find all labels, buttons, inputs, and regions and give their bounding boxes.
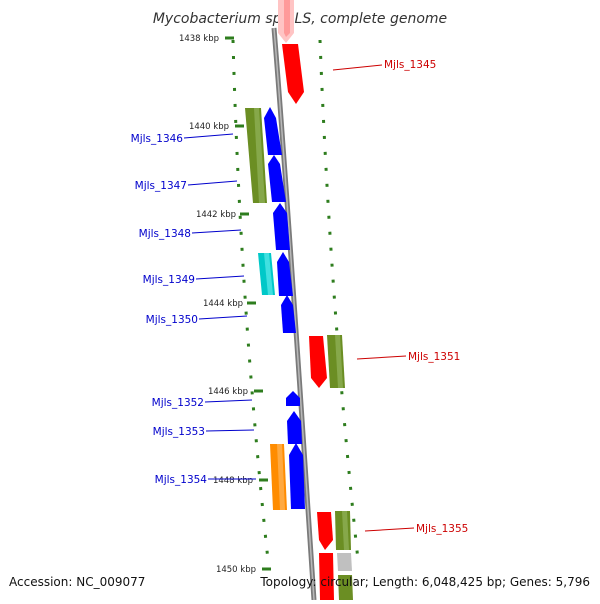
guide-lines [231,39,360,561]
gene-label-mjls-1350[interactable]: Mjls_1350 [146,314,198,326]
right-guide-ticks [318,39,360,561]
label-connector [183,133,234,139]
gene-label-mjls-1352[interactable]: Mjls_1352 [152,397,204,409]
label-connector [195,275,245,280]
kbp-label: 1438 kbp [179,34,219,44]
label-connector [191,229,242,234]
gene-feature-mjls-1345[interactable] [282,44,304,104]
gene-label-mjls-1346[interactable]: Mjls_1346 [131,133,184,145]
left-guide-ticks [231,39,270,561]
gene-feature-mjls-1346[interactable] [264,107,282,155]
accession-text: Accession: NC_009077 [9,575,145,589]
gene-label-mjls-1345[interactable]: Mjls_1345 [384,59,436,71]
gene-feature-mjls-1355[interactable] [317,512,333,550]
gene-feature-mjls-1347[interactable] [268,155,286,202]
gene-feature-mjls-1348[interactable] [273,203,290,250]
gene-label-mjls-1347[interactable]: Mjls_1347 [135,180,187,192]
label-connector [198,315,248,320]
label-connector [187,180,238,186]
kbp-scale: 1438 kbp 1440 kbp 1442 kbp 1444 kbp 1446… [179,34,271,575]
gene-label-mjls-1349[interactable]: Mjls_1349 [143,274,195,286]
gene-features [245,0,353,600]
gene-feature-mjls-1352[interactable] [286,391,300,406]
gene-feature-mjls-1354[interactable] [289,443,305,509]
gene-label-mjls-1351[interactable]: Mjls_1351 [408,351,460,363]
kbp-label: 1446 kbp [208,387,248,397]
gene-label-mjls-1353[interactable]: Mjls_1353 [153,426,205,438]
label-connector [332,64,383,71]
kbp-label: 1444 kbp [203,299,243,309]
gene-feature[interactable] [319,553,334,600]
map-title: Mycobacterium sp. JLS, complete genome [153,11,447,27]
gene-feature-mjls-1353[interactable] [287,411,302,444]
gene-label-mjls-1348[interactable]: Mjls_1348 [139,228,191,240]
kbp-label: 1440 kbp [189,122,229,132]
gene-feature[interactable] [337,553,352,571]
label-connector [205,429,255,432]
kbp-label: 1448 kbp [213,476,253,486]
kbp-label: 1450 kbp [216,565,256,575]
label-connector [356,355,407,360]
gene-feature-mjls-1349[interactable] [277,252,293,296]
label-connector [204,399,253,403]
gene-label-mjls-1355[interactable]: Mjls_1355 [416,523,468,535]
genome-summary-text: Topology: circular; Length: 6,048,425 bp… [259,575,590,589]
label-connector [364,527,415,532]
right-gene-labels: Mjls_1345 Mjls_1351 Mjls_1355 [332,59,468,535]
gene-feature-mjls-1350[interactable] [281,295,296,333]
gene-label-mjls-1354[interactable]: Mjls_1354 [155,474,208,486]
gene-feature[interactable] [338,575,353,600]
left-gene-labels: Mjls_1346 Mjls_1347 Mjls_1348 Mjls_1349 … [131,133,256,486]
kbp-label: 1442 kbp [196,210,236,220]
gene-feature-mjls-1351[interactable] [309,336,327,388]
